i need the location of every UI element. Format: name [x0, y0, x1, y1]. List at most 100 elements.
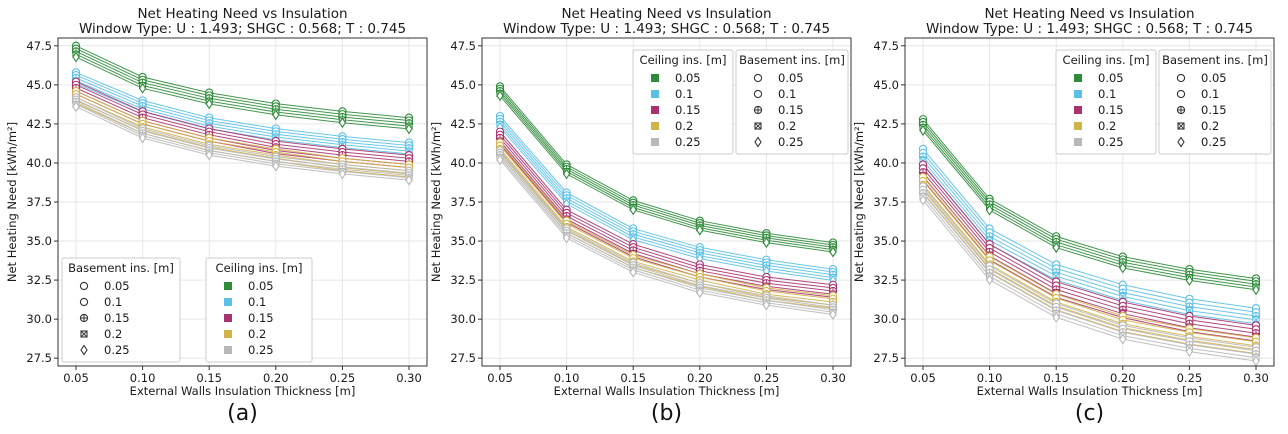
y-tick-label: 42.5	[873, 117, 899, 131]
x-tick-label: 0.25	[330, 371, 356, 385]
series-line	[922, 176, 1257, 339]
y-axis-label: Net Heating Need [kWh/m²]	[429, 122, 443, 282]
series-line	[922, 192, 1257, 355]
y-axis-label: Net Heating Need [kWh/m²]	[5, 122, 19, 282]
series-line	[75, 81, 410, 156]
legend-marker	[1176, 89, 1186, 99]
legend-ceiling: Ceiling ins. [m] 0.05 0.1 0.15 0.2 0.25	[1055, 49, 1157, 155]
data-point	[629, 266, 637, 278]
x-axis-label: External Walls Insulation Thickness [m]	[554, 384, 780, 398]
series-line	[922, 148, 1257, 309]
series-line	[75, 99, 410, 174]
y-tick-label: 47.5	[26, 39, 52, 53]
series-line	[499, 131, 834, 286]
y-tick-label: 40.0	[873, 156, 899, 170]
y-tick-label: 47.5	[450, 39, 476, 53]
data-point	[562, 232, 571, 244]
y-tick-label: 40.0	[26, 156, 52, 170]
series-line	[922, 199, 1257, 362]
y-tick-label: 45.0	[26, 78, 52, 92]
series-line	[499, 140, 834, 295]
x-tick-label: 0.15	[620, 371, 646, 385]
legend-entry-label: 0.25	[675, 135, 701, 149]
series-line	[499, 88, 834, 246]
legend-entry-label: 0.15	[248, 311, 274, 325]
legend-swatch	[651, 122, 659, 130]
legend-frame	[61, 257, 181, 363]
series-line	[922, 179, 1257, 342]
legend-title: Basement ins. [m]	[68, 261, 174, 275]
series-line	[499, 134, 834, 289]
y-tick-label: 27.5	[26, 351, 52, 365]
legend-entry-label: 0.1	[248, 295, 266, 309]
data-point	[696, 287, 704, 299]
legend-entry-label: 0.25	[778, 135, 804, 149]
legend-swatch	[224, 330, 232, 338]
x-tick-label: 0.10	[130, 371, 156, 385]
legend-entry-label: 0.05	[248, 279, 274, 293]
chart-subtitle: Window Type: U : 1.493; SHGC : 0.568; T …	[79, 21, 406, 37]
legend-entry-label: 0.2	[248, 327, 266, 341]
legend-entry-label: 0.15	[1201, 103, 1227, 117]
series-line	[922, 196, 1257, 359]
legend-basement: Basement ins. [m] 0.05 0.1 0.15 0.2 0.25	[735, 49, 849, 155]
y-tick-label: 27.5	[873, 351, 899, 365]
legend-frame	[205, 257, 313, 363]
x-tick-label: 0.20	[1110, 371, 1136, 385]
data-point	[1119, 333, 1127, 345]
series-line	[922, 156, 1257, 317]
series-line	[499, 126, 834, 281]
legend-marker	[753, 73, 763, 83]
data-point	[919, 124, 927, 136]
x-tick-label: 0.10	[554, 371, 580, 385]
legend-basement: Basement ins. [m] 0.05 0.1 0.15 0.2 0.25	[1158, 49, 1272, 155]
series-line	[922, 188, 1257, 351]
data-point	[1052, 311, 1060, 323]
legend-entry-label: 0.1	[1201, 87, 1219, 101]
series-line	[499, 143, 834, 298]
x-tick-label: 0.25	[754, 371, 780, 385]
series-line	[499, 115, 834, 270]
x-tick-label: 0.30	[820, 371, 846, 385]
series-line	[75, 96, 410, 172]
series-line	[75, 77, 410, 149]
series-line	[75, 74, 410, 146]
series-line	[922, 175, 1257, 338]
y-tick-label: 37.5	[873, 195, 899, 209]
series-line	[499, 95, 834, 253]
legend-entry-label: 0.05	[1201, 71, 1227, 85]
legend-entry-label: 0.25	[1201, 135, 1227, 149]
y-tick-label: 35.0	[873, 234, 899, 248]
legend-marker	[754, 136, 762, 148]
y-tick-label: 35.0	[450, 234, 476, 248]
data-point	[762, 237, 771, 249]
chart-title: Net Heating Need vs Insulation	[984, 6, 1194, 22]
legend-title: Basement ins. [m]	[1162, 53, 1268, 67]
series-line	[75, 101, 410, 176]
legend-swatch	[224, 346, 232, 354]
series-line	[75, 71, 410, 144]
series-line	[75, 87, 410, 162]
series-line	[499, 86, 834, 244]
series-line	[499, 148, 834, 303]
series-line	[499, 124, 834, 279]
series-line	[499, 118, 834, 273]
chart-panel: 27.5 30.0 32.5 35.0 37.5 40.0 42.5 45.0 47.5 0.05…	[5, 6, 428, 426]
y-tick-label: 30.0	[450, 312, 476, 326]
legend-entry-label: 0.2	[675, 119, 693, 133]
legend-marker-x	[1177, 122, 1185, 130]
series-line	[499, 157, 834, 313]
x-axis-label: External Walls Insulation Thickness [m]	[977, 384, 1203, 398]
legend-swatch	[651, 106, 659, 114]
series-line	[75, 50, 410, 124]
legend-entry-label: 0.2	[1098, 119, 1116, 133]
legend-marker-x	[80, 330, 88, 338]
legend-marker	[80, 344, 88, 356]
series-line	[75, 53, 410, 127]
legend-title: Ceiling ins. [m]	[1063, 53, 1150, 67]
series-layer	[71, 41, 414, 186]
data-point	[205, 98, 213, 110]
legend-marker	[1176, 73, 1186, 83]
legend-frame	[735, 49, 849, 155]
